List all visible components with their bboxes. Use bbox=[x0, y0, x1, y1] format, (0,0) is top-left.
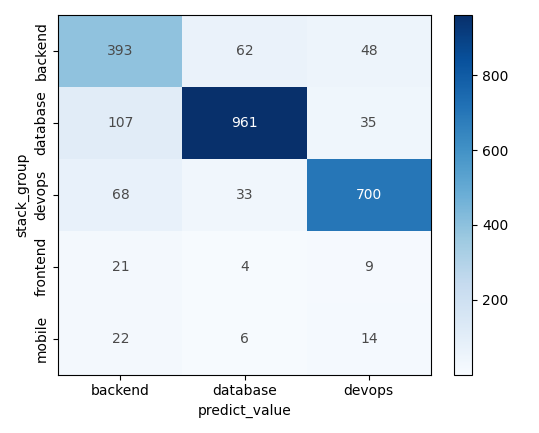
Text: 6: 6 bbox=[240, 332, 249, 346]
Text: 48: 48 bbox=[360, 44, 378, 58]
Text: 35: 35 bbox=[360, 116, 377, 130]
X-axis label: predict_value: predict_value bbox=[198, 404, 292, 418]
Text: 21: 21 bbox=[112, 260, 129, 274]
Text: 4: 4 bbox=[240, 260, 249, 274]
Text: 9: 9 bbox=[364, 260, 373, 274]
Y-axis label: stack_group: stack_group bbox=[15, 152, 29, 237]
Text: 107: 107 bbox=[107, 116, 134, 130]
Text: 33: 33 bbox=[236, 188, 253, 202]
Text: 14: 14 bbox=[360, 332, 378, 346]
Text: 22: 22 bbox=[112, 332, 129, 346]
Text: 961: 961 bbox=[231, 116, 258, 130]
Text: 62: 62 bbox=[236, 44, 253, 58]
Text: 68: 68 bbox=[112, 188, 129, 202]
Text: 700: 700 bbox=[356, 188, 382, 202]
Text: 393: 393 bbox=[107, 44, 134, 58]
